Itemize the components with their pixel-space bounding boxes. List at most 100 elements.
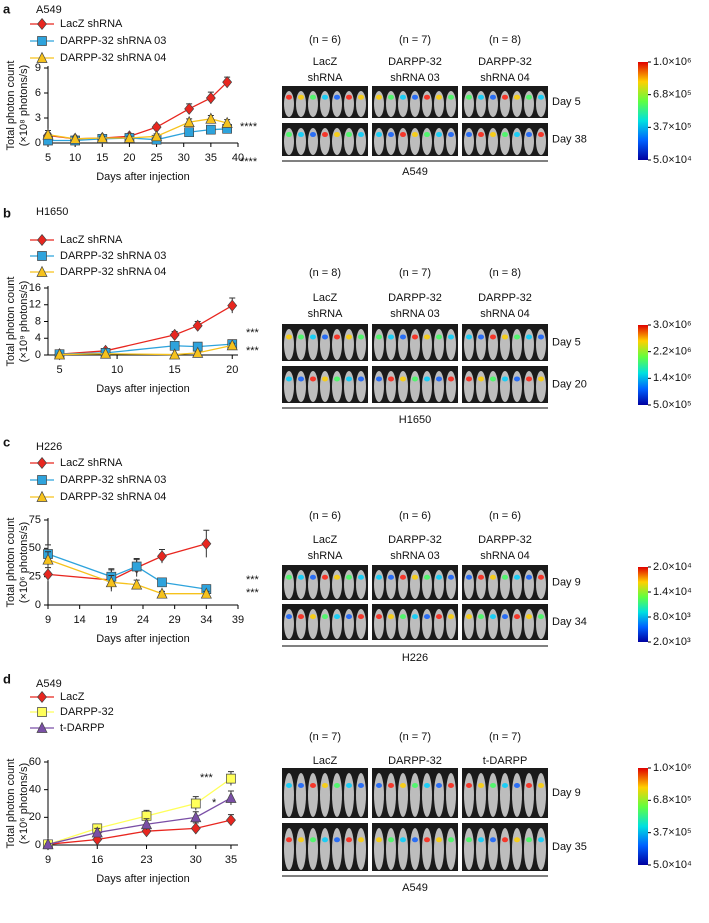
mouse bbox=[446, 371, 456, 402]
cell-line: A549 bbox=[402, 166, 428, 178]
group-name: LacZ bbox=[313, 534, 338, 546]
annotation: *** bbox=[246, 345, 260, 357]
panel-letter: a bbox=[3, 1, 11, 16]
signal bbox=[424, 783, 430, 788]
mouse bbox=[476, 773, 486, 817]
marker bbox=[200, 587, 212, 599]
y-tick-label: 0 bbox=[35, 839, 41, 851]
y-tick-label: 16 bbox=[29, 282, 41, 294]
mouse bbox=[344, 828, 354, 870]
y-axis-label: Total photon count bbox=[5, 759, 17, 849]
mouse bbox=[464, 609, 474, 639]
mouse bbox=[344, 570, 354, 599]
mouse bbox=[512, 371, 522, 402]
colorbar bbox=[638, 768, 648, 865]
signal bbox=[298, 132, 304, 138]
signal bbox=[334, 94, 340, 100]
mouse bbox=[410, 371, 420, 402]
annotation: * bbox=[212, 797, 217, 809]
x-tick-label: 29 bbox=[169, 614, 181, 626]
mouse bbox=[524, 828, 534, 870]
signal bbox=[322, 837, 328, 843]
signal bbox=[286, 334, 292, 340]
legend-marker bbox=[36, 490, 48, 502]
x-tick-label: 20 bbox=[123, 152, 135, 164]
mouse bbox=[512, 773, 522, 817]
y-tick-label: 0 bbox=[35, 349, 41, 361]
signal bbox=[526, 132, 532, 138]
signal bbox=[526, 376, 532, 382]
mouse bbox=[398, 609, 408, 639]
series-line bbox=[47, 118, 228, 140]
signal bbox=[490, 614, 496, 620]
mouse bbox=[284, 773, 294, 817]
x-tick-label: 20 bbox=[226, 364, 238, 376]
legend-marker bbox=[37, 233, 47, 247]
signal bbox=[358, 614, 364, 620]
signal bbox=[400, 132, 406, 138]
group-name: shRNA 03 bbox=[390, 550, 440, 562]
signal bbox=[538, 614, 544, 620]
signal bbox=[298, 334, 304, 340]
signal bbox=[466, 132, 472, 138]
legend-marker bbox=[37, 456, 47, 470]
signal bbox=[436, 132, 442, 138]
colorbar-label: 2.2×10⁶ bbox=[653, 346, 691, 358]
group-n: (n = 6) bbox=[309, 34, 341, 46]
signal bbox=[436, 334, 442, 340]
x-tick-label: 39 bbox=[232, 614, 244, 626]
mouse bbox=[284, 570, 294, 599]
marker bbox=[131, 578, 143, 590]
signal bbox=[310, 783, 316, 788]
signal bbox=[286, 837, 292, 843]
marker bbox=[183, 115, 195, 128]
marker bbox=[201, 537, 212, 550]
group-n: (n = 6) bbox=[309, 510, 341, 522]
signal bbox=[514, 376, 520, 382]
signal bbox=[310, 376, 316, 382]
group-name: DARPP-32 bbox=[478, 56, 532, 68]
signal bbox=[526, 837, 532, 843]
signal bbox=[310, 334, 316, 340]
series-line bbox=[59, 305, 233, 355]
mouse bbox=[512, 828, 522, 870]
signal bbox=[490, 574, 496, 580]
mouse bbox=[320, 329, 330, 360]
y-tick-label: 8 bbox=[35, 315, 41, 327]
legend-label: DARPP-32 shRNA 04 bbox=[60, 266, 166, 278]
group-n: (n = 7) bbox=[399, 34, 431, 46]
signal bbox=[478, 132, 484, 138]
marker bbox=[42, 838, 54, 850]
signal bbox=[490, 837, 496, 843]
signal bbox=[334, 574, 340, 580]
signal bbox=[412, 837, 418, 843]
mouse bbox=[356, 828, 366, 870]
signal bbox=[538, 574, 544, 580]
annotation: **** bbox=[240, 156, 258, 168]
signal bbox=[526, 574, 532, 580]
signal bbox=[412, 334, 418, 340]
x-tick-label: 15 bbox=[96, 152, 108, 164]
group-name: DARPP-32 bbox=[478, 292, 532, 304]
marker bbox=[91, 826, 103, 838]
signal bbox=[466, 614, 472, 620]
signal bbox=[346, 837, 352, 843]
signal bbox=[526, 334, 532, 340]
mouse bbox=[422, 609, 432, 639]
mouse bbox=[386, 329, 396, 360]
mouse bbox=[332, 828, 342, 870]
signal bbox=[310, 94, 316, 100]
mouse bbox=[500, 609, 510, 639]
mouse bbox=[464, 570, 474, 599]
signal bbox=[448, 132, 454, 138]
mouse bbox=[422, 773, 432, 817]
signal bbox=[436, 783, 442, 788]
chart-title: H1650 bbox=[36, 206, 68, 218]
day-label: Day 5 bbox=[552, 336, 581, 348]
mouse bbox=[398, 329, 408, 360]
signal bbox=[412, 783, 418, 788]
signal bbox=[466, 783, 472, 788]
legend-label: LacZ shRNA bbox=[60, 18, 123, 30]
group-name: shRNA 03 bbox=[390, 72, 440, 84]
group-n: (n = 8) bbox=[309, 267, 341, 279]
